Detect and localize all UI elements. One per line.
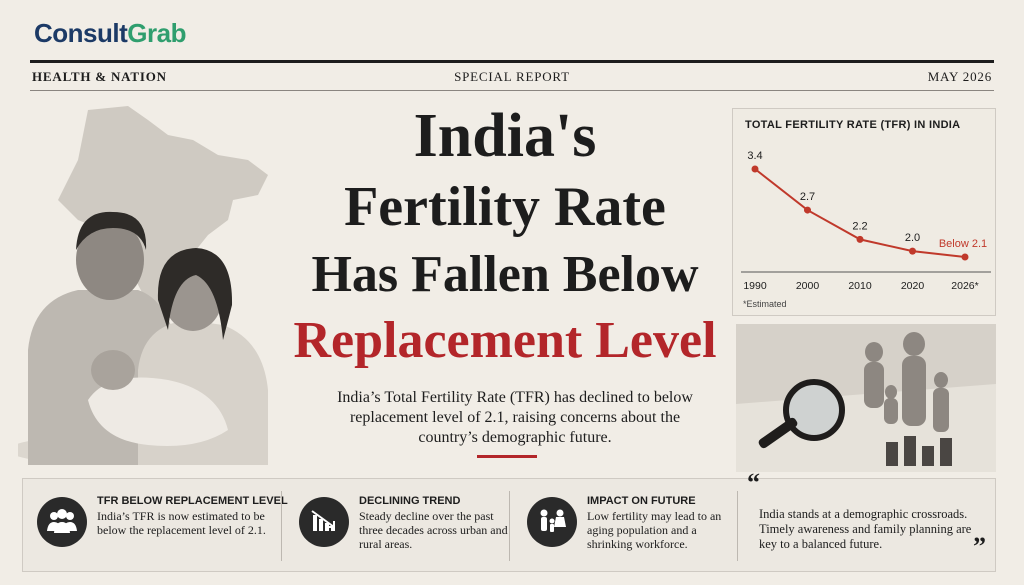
tfr-data-label: 2.2 [852,220,867,232]
headline-line3: Has Fallen Below [311,246,699,303]
headline: India's Fertility Rate Has Fallen Below … [270,105,740,367]
close-quote-mark: ” [973,532,986,561]
tfr-data-label: 2.7 [800,191,815,203]
feature-body: Steady decline over the past three decad… [359,509,508,551]
chart-note: *Estimated [743,299,787,309]
tfr-point [751,165,759,173]
divider [509,491,510,561]
quote-text: India stands at a demographic crossroads… [759,507,972,551]
feature-title: TFR BELOW REPLACEMENT LEVEL [97,495,288,507]
report-label: SPECIAL REPORT [454,69,570,84]
magnifier-figures-photo [736,324,996,472]
key-points-panel: TFR BELOW REPLACEMENT LEVEL India’s TFR … [22,470,996,572]
india-map-silhouette [58,106,268,315]
brand-logo-part2: Grab [127,18,186,48]
tfr-tick-label: 2000 [796,280,820,292]
section-label: HEALTH & NATION [32,69,167,84]
tfr-point [856,235,864,243]
group-icon [37,497,87,547]
feature-title: DECLINING TREND [359,495,461,507]
chart-title: TOTAL FERTILITY RATE (TFR) IN INDIA [745,119,961,131]
tfr-point [804,206,811,214]
masthead-rule-thin [30,90,994,91]
feature-body: Low fertility may lead to an aging popul… [587,509,722,551]
family-icon [527,497,577,547]
lead-underline [477,455,537,458]
tfr-tick-label: 1990 [743,280,767,292]
pull-quote: “ India stands at a demographic crossroa… [747,470,989,561]
tfr-data-label: 3.4 [747,150,762,162]
headline-line4-accent: Replacement Level [293,312,717,369]
masthead-rule [30,60,994,63]
tfr-data-label: Below 2.1 [939,238,987,250]
family-photo [18,106,268,465]
tfr-data-label: 2.0 [905,232,920,244]
feature-impact-future: IMPACT ON FUTURE Low fertility may lead … [527,491,747,561]
declining-chart-icon [299,497,349,547]
tfr-chart: TOTAL FERTILITY RATE (TFR) IN INDIA 3.4 1… [732,108,996,316]
feature-body: India’s TFR is now estimated to be below… [97,509,266,537]
tfr-point [909,247,916,255]
feature-tfr-below: TFR BELOW REPLACEMENT LEVEL India’s TFR … [37,491,288,561]
tfr-tick-label: 2020 [901,280,925,292]
feature-declining-trend: DECLINING TREND Steady decline over the … [299,491,519,561]
brand-logo-part1: Consult [34,18,128,48]
divider [737,491,738,561]
open-quote-mark: “ [747,468,760,497]
feature-title: IMPACT ON FUTURE [587,495,696,507]
tfr-point [961,253,969,261]
lead-paragraph: India’s Total Fertility Rate (TFR) has d… [337,389,693,446]
brand-logo[interactable]: ConsultGrab [34,18,186,49]
tfr-chart-svg: 3.4 1990 2.7 2000 2.2 2010 2.0 2020 Below 2.1 202… [741,150,991,292]
tfr-series-line [754,168,966,258]
divider [281,491,282,561]
tfr-tick-label: 2026* [951,280,978,292]
headline-line2: Fertility Rate [344,176,666,238]
headline-line1: India's [413,102,597,170]
tfr-tick-label: 2010 [848,280,872,292]
issue-date: MAY 2026 [927,69,992,84]
